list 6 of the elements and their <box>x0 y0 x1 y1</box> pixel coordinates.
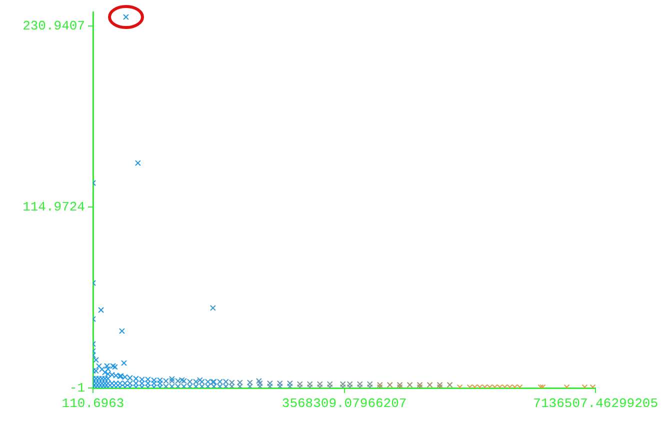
y-tick-label: 230.9407 <box>22 18 85 34</box>
x-tick-label: 110.6963 <box>62 396 124 412</box>
x-tick-label: 3568309.07966207 <box>282 396 407 412</box>
x-tick-label: 7136507.46299205 <box>533 396 658 412</box>
y-tick-label: 114.9724 <box>22 200 86 214</box>
y-tick-label: -1 <box>69 380 86 396</box>
